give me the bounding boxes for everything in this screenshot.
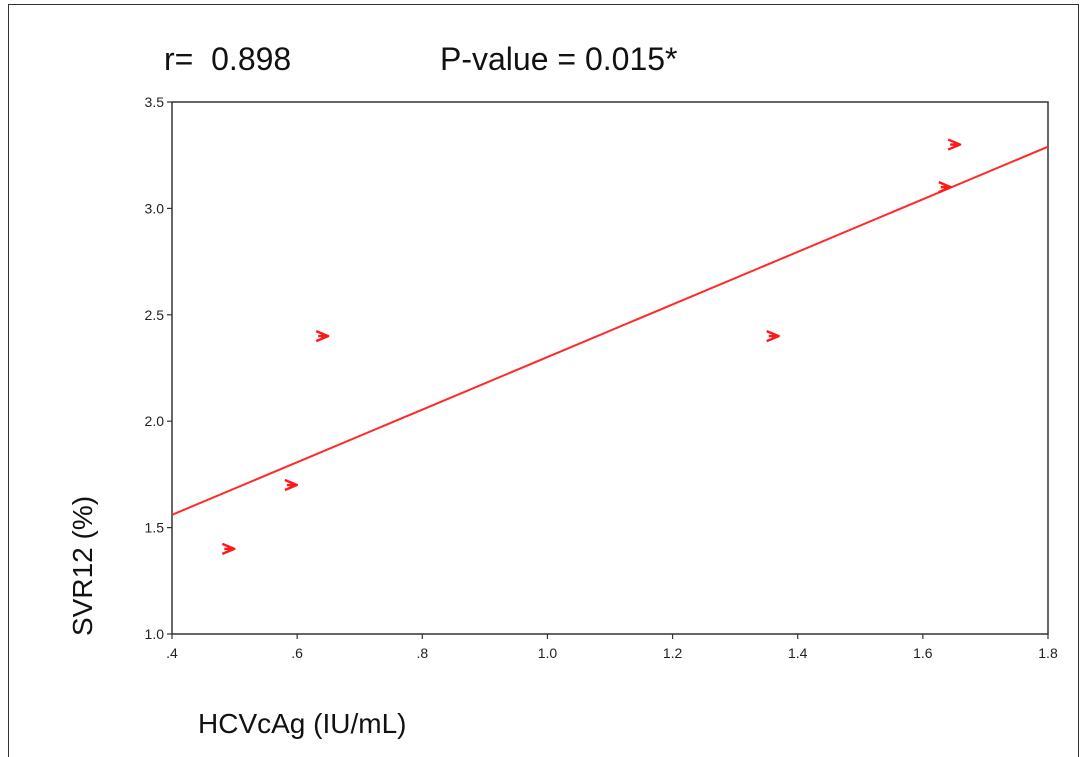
- plot-area: [171, 101, 1049, 635]
- y-tick-label: 1.5: [145, 520, 165, 536]
- x-tick-label: 1.0: [538, 645, 558, 661]
- x-axis-title: HCVcAg (IU/mL): [198, 708, 406, 739]
- x-tick-label: .4: [166, 645, 178, 661]
- p-value: P-value = 0.015*: [440, 41, 678, 77]
- y-axis-ticks: 1.0 1.5 2.0 2.5 3.0 3.5: [145, 94, 172, 642]
- x-tick-label: 1.4: [788, 645, 808, 661]
- x-tick-label: 1.6: [913, 645, 933, 661]
- y-tick-label: 2.5: [145, 307, 165, 323]
- y-tick-label: 3.5: [145, 94, 165, 110]
- chart-frame: [8, 4, 1079, 757]
- x-tick-label: .8: [416, 645, 428, 661]
- y-tick-label: 2.0: [145, 413, 165, 429]
- data-point: [221, 542, 236, 555]
- regression-line: [171, 145, 1049, 516]
- data-point: [766, 329, 780, 343]
- x-tick-label: 1.2: [663, 645, 683, 661]
- y-axis-title: SVR12 (%): [67, 496, 98, 636]
- data-point: [947, 138, 962, 151]
- y-tick-label: 1.0: [145, 626, 165, 642]
- data-point: [315, 329, 330, 343]
- correlation-coefficient: r= 0.898: [164, 41, 291, 77]
- y-tick-label: 3.0: [145, 200, 165, 216]
- x-axis-ticks: .4 .6 .8 1.0 1.2 1.4 1.6 1.8: [166, 634, 1058, 661]
- data-point: [284, 478, 299, 492]
- x-tick-label: .6: [291, 645, 303, 661]
- data-point: [938, 181, 952, 194]
- x-tick-label: 1.8: [1038, 645, 1058, 661]
- data-points: [221, 138, 962, 555]
